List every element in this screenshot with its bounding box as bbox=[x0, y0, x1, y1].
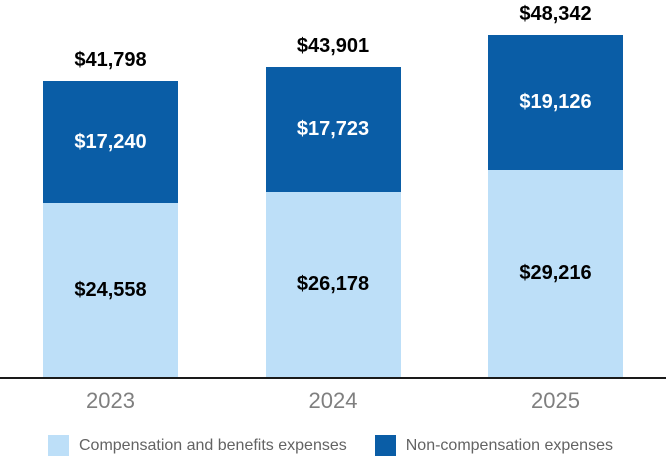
bar-segment-non-compensation-expenses: $17,240 bbox=[43, 81, 178, 203]
bar-segment-compensation-and-benefits-expenses: $29,216 bbox=[488, 170, 623, 377]
bar-group-2025: $48,342 $19,126 $29,216 bbox=[488, 3, 623, 377]
legend-swatch-icon bbox=[374, 435, 396, 456]
plot-area: $41,798 $17,240 $24,558 $43,901 $17,723 $26,1… bbox=[0, 3, 666, 379]
bar-total-label: $48,342 bbox=[519, 3, 592, 25]
legend-swatch-icon bbox=[48, 435, 69, 456]
x-axis-label-2023: 2023 bbox=[86, 388, 135, 413]
bar-group-2023: $41,798 $17,240 $24,558 bbox=[43, 49, 178, 377]
legend-label: Non-compensation expenses bbox=[405, 436, 613, 454]
bar-segment-non-compensation-expenses: $17,723 bbox=[265, 67, 401, 192]
x-axis-label-2024: 2024 bbox=[308, 388, 358, 413]
legend-item-compensation-and-benefits-expenses: Compensation and benefits expenses bbox=[48, 435, 347, 456]
bar-group-2024: $43,901 $17,723 $26,178 bbox=[265, 35, 401, 377]
bars-container: $41,798 $17,240 $24,558 $43,901 $17,723 $26,1… bbox=[43, 3, 623, 377]
x-axis-labels: 2023 2024 2025 bbox=[0, 388, 666, 414]
bar-total-label: $41,798 bbox=[74, 49, 147, 71]
bar-segment-compensation-and-benefits-expenses: $26,178 bbox=[265, 192, 401, 377]
bar-segment-compensation-and-benefits-expenses: $24,558 bbox=[43, 203, 178, 377]
x-axis-label-2025: 2025 bbox=[531, 388, 580, 413]
chart-legend: Compensation and benefits expenses Non-co… bbox=[48, 435, 613, 456]
legend-label: Compensation and benefits expenses bbox=[79, 436, 347, 454]
bar-segment-non-compensation-expenses: $19,126 bbox=[488, 35, 623, 170]
legend-item-non-compensation-expenses: Non-compensation expenses bbox=[374, 435, 613, 456]
x-axis-line bbox=[0, 377, 666, 379]
bar-total-label: $43,901 bbox=[296, 35, 370, 57]
